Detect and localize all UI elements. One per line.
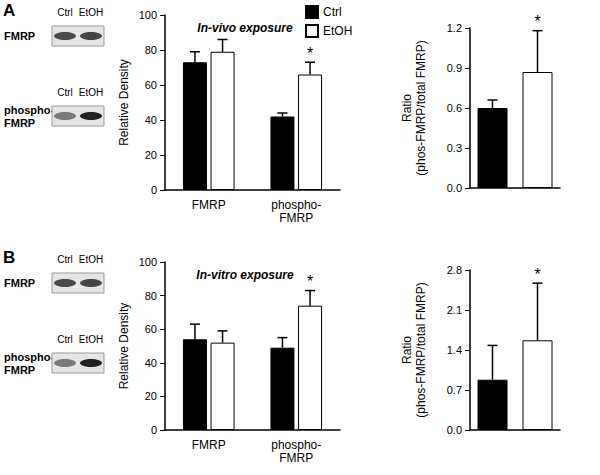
svg-text:A: A (3, 1, 15, 20)
svg-text:0: 0 (151, 184, 157, 196)
svg-text:20: 20 (145, 149, 157, 161)
svg-text:Ctrl: Ctrl (323, 5, 342, 19)
svg-text:phospho-: phospho- (271, 438, 321, 452)
svg-text:EtOH: EtOH (79, 87, 103, 98)
svg-text:40: 40 (145, 114, 157, 126)
svg-text:B: B (3, 248, 15, 267)
svg-text:FMRP: FMRP (4, 30, 35, 42)
svg-text:Ctrl: Ctrl (57, 334, 73, 345)
svg-text:phospho-: phospho- (4, 351, 54, 363)
svg-text:In-vivo exposure: In-vivo exposure (197, 21, 293, 35)
svg-text:1.2: 1.2 (447, 22, 462, 34)
svg-text:*: * (534, 13, 540, 30)
svg-text:FMRP: FMRP (279, 211, 313, 225)
svg-text:(phos-FMRP/total FMRP): (phos-FMRP/total FMRP) (414, 40, 428, 175)
svg-text:40: 40 (145, 357, 157, 369)
svg-text:20: 20 (145, 390, 157, 402)
svg-text:2.1: 2.1 (447, 304, 462, 316)
svg-text:1.4: 1.4 (447, 344, 462, 356)
svg-text:Ratio: Ratio (400, 336, 414, 364)
svg-text:2.8: 2.8 (447, 264, 462, 276)
svg-text:Ratio: Ratio (400, 94, 414, 122)
svg-text:EtOH: EtOH (79, 334, 103, 345)
svg-text:*: * (307, 45, 313, 62)
svg-text:80: 80 (145, 44, 157, 56)
svg-text:0.0: 0.0 (447, 424, 462, 436)
svg-text:(phos-FMRP/total FMRP): (phos-FMRP/total FMRP) (414, 282, 428, 417)
svg-text:EtOH: EtOH (79, 7, 103, 18)
svg-text:Relative Density: Relative Density (117, 303, 131, 390)
svg-text:In-vitro exposure: In-vitro exposure (196, 268, 294, 282)
svg-text:FMRP: FMRP (192, 198, 226, 212)
svg-text:0.7: 0.7 (447, 384, 462, 396)
svg-text:Relative Density: Relative Density (117, 59, 131, 146)
svg-text:0.9: 0.9 (447, 62, 462, 74)
svg-text:Ctrl: Ctrl (57, 7, 73, 18)
svg-text:phospho-: phospho- (4, 104, 54, 116)
svg-text:60: 60 (145, 79, 157, 91)
svg-text:*: * (534, 266, 540, 283)
svg-text:0.6: 0.6 (447, 102, 462, 114)
svg-text:EtOH: EtOH (79, 254, 103, 265)
svg-text:EtOH: EtOH (323, 24, 352, 38)
svg-text:0: 0 (151, 424, 157, 436)
svg-text:FMRP: FMRP (192, 438, 226, 452)
svg-text:FMRP: FMRP (4, 364, 35, 376)
svg-text:*: * (307, 273, 313, 290)
svg-text:80: 80 (145, 290, 157, 302)
svg-text:100: 100 (139, 256, 157, 268)
svg-text:Ctrl: Ctrl (57, 254, 73, 265)
svg-text:0.3: 0.3 (447, 142, 462, 154)
svg-text:100: 100 (139, 9, 157, 21)
svg-text:phospho-: phospho- (271, 198, 321, 212)
svg-text:FMRP: FMRP (279, 451, 313, 465)
svg-text:60: 60 (145, 323, 157, 335)
svg-text:Ctrl: Ctrl (57, 87, 73, 98)
svg-text:FMRP: FMRP (4, 117, 35, 129)
svg-text:FMRP: FMRP (4, 277, 35, 289)
svg-text:0.0: 0.0 (447, 182, 462, 194)
